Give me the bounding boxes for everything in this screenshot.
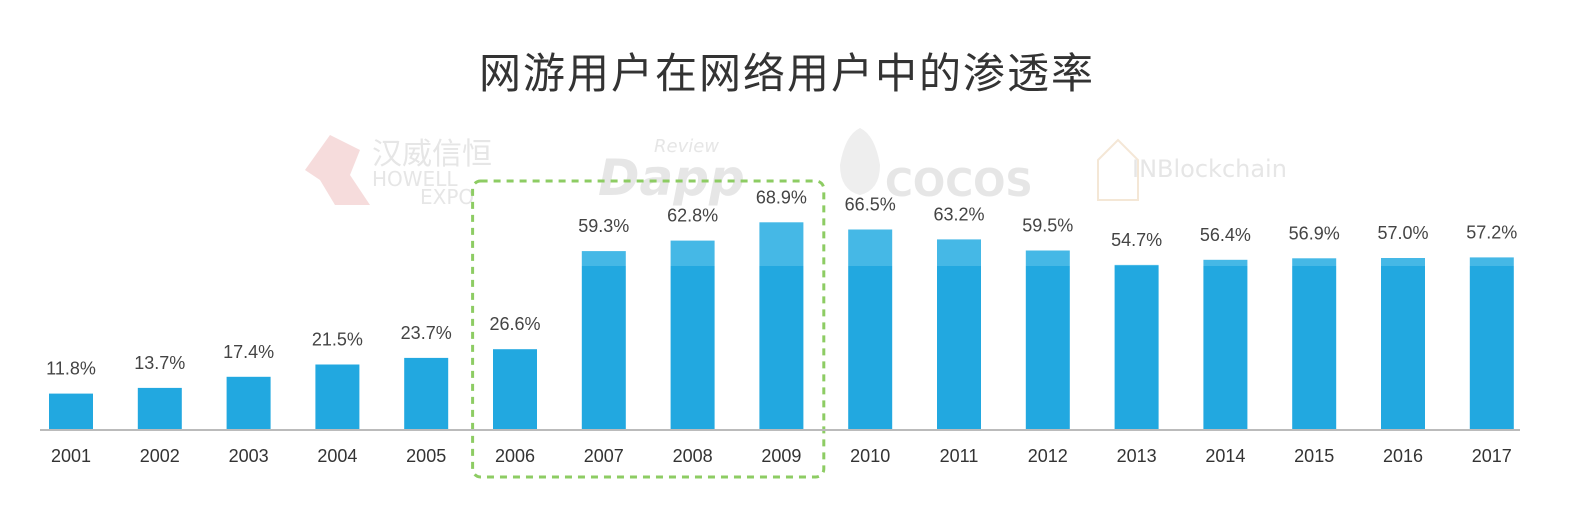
tick-label-2014: 2014 [1205, 446, 1245, 466]
bar-2004 [315, 364, 360, 429]
bar-body-segment [759, 266, 804, 429]
bar-2009 [759, 222, 804, 429]
value-label-2013: 54.7% [1111, 230, 1162, 250]
bar-body-segment [848, 266, 893, 429]
bar-body-segment [1469, 266, 1514, 429]
watermark-howell: 汉威信恒 HOWELL EXPO [305, 135, 492, 209]
bar-body-segment [493, 349, 537, 429]
tick-label-2015: 2015 [1294, 446, 1334, 466]
bar-top-segment [1292, 258, 1337, 266]
tick-label-2013: 2013 [1117, 446, 1157, 466]
bar-body-segment [937, 266, 981, 429]
bar-2013 [1114, 264, 1159, 429]
bar-body-segment [137, 387, 182, 429]
tick-label-2016: 2016 [1383, 446, 1423, 466]
tick-label-2002: 2002 [140, 446, 180, 466]
value-label-2009: 68.9% [756, 187, 807, 207]
chart-title: 网游用户在网络用户中的渗透率 [478, 49, 1095, 98]
value-label-2017: 57.2% [1466, 222, 1517, 242]
tick-label-2008: 2008 [673, 446, 713, 466]
tick-label-2011: 2011 [940, 446, 979, 466]
watermark-cocos: COCOS [885, 161, 1033, 205]
watermark-dapp-review: Review [654, 136, 719, 157]
bar-body-segment [1203, 266, 1248, 429]
tick-label-2012: 2012 [1028, 446, 1068, 466]
tick-label-2006: 2006 [495, 446, 535, 466]
highlight-box [471, 179, 826, 479]
bar-top-segment [1025, 250, 1070, 266]
tick-label-2003: 2003 [229, 446, 269, 466]
watermark-inblockchain: INBlockchain [1097, 138, 1287, 201]
bar-top-segment [937, 239, 981, 266]
bar-2017 [1469, 257, 1514, 429]
watermark-dapp: Dapp [598, 149, 745, 207]
inblockchain-logo-icon [1097, 138, 1139, 201]
value-label-2016: 57.0% [1377, 223, 1428, 243]
bar-top-segment [670, 240, 715, 266]
value-label-2008: 62.8% [667, 206, 718, 226]
value-label-2011: 63.2% [933, 204, 984, 224]
bar-2003 [226, 376, 271, 429]
value-label-2010: 66.5% [845, 195, 896, 215]
watermark-howell-en1: HOWELL [372, 167, 458, 191]
value-label-2014: 56.4% [1200, 225, 1251, 245]
bar-2002 [137, 387, 182, 429]
x-axis-tick-labels: 2001 2002 2003 2004 2005 2006 2007 2008 2009 2010… [51, 446, 1512, 466]
tick-label-2017: 2017 [1472, 446, 1512, 466]
bar-body-segment [404, 357, 449, 429]
value-label-2005: 23.7% [401, 323, 452, 343]
value-labels: 11.8% 13.7% 17.4% 21.5% 23.7% 26.6% 59.3% 62.8%… [46, 187, 1517, 378]
bar-2006 [493, 349, 537, 429]
bar-2010 [848, 229, 893, 429]
tick-label-2001: 2001 [51, 446, 91, 466]
value-label-2004: 21.5% [312, 330, 363, 350]
value-label-2006: 26.6% [489, 314, 540, 334]
value-label-2012: 59.5% [1022, 216, 1073, 236]
bar-body-segment [1381, 266, 1425, 429]
bar-top-segment [759, 222, 804, 266]
bar-top-segment [1203, 259, 1248, 266]
bar-body-segment [1025, 266, 1070, 429]
tick-label-2005: 2005 [406, 446, 446, 466]
bar-2001 [49, 393, 93, 429]
tick-label-2007: 2007 [584, 446, 624, 466]
bar-top-segment [1381, 258, 1425, 266]
bar-top-segment [581, 251, 626, 266]
bar-series [49, 222, 1514, 429]
bar-body-segment [315, 364, 360, 429]
value-label-2002: 13.7% [134, 353, 185, 373]
bar-2016 [1381, 258, 1425, 429]
value-label-2015: 56.9% [1289, 223, 1340, 243]
bar-body-segment [1292, 266, 1337, 429]
bar-2011 [937, 239, 981, 429]
value-label-2007: 59.3% [578, 216, 629, 236]
watermark-dapp: Review Dapp [598, 136, 745, 207]
tick-label-2004: 2004 [317, 446, 357, 466]
bar-body-segment [581, 266, 626, 429]
bar-2007 [581, 251, 626, 429]
value-label-2001: 11.8% [46, 359, 96, 379]
bar-body-segment [1114, 266, 1159, 429]
howell-logo-icon [305, 135, 370, 205]
bar-body-segment [49, 393, 93, 429]
bar-body-segment [670, 266, 715, 429]
watermark-inblockchain: INBlockchain [1132, 155, 1287, 183]
tick-label-2009: 2009 [761, 446, 801, 466]
watermark-cocos: COCOS [840, 128, 1033, 205]
watermark-howell-cn: 汉威信恒 [372, 137, 492, 172]
bar-2014 [1203, 259, 1248, 429]
bar-2015 [1292, 258, 1337, 429]
value-label-2003: 17.4% [223, 342, 274, 362]
bar-2005 [404, 357, 449, 429]
bar-2012 [1025, 250, 1070, 429]
watermark-howell-en2: EXPO [420, 185, 474, 209]
tick-label-2010: 2010 [850, 446, 890, 466]
bar-2008 [670, 240, 715, 429]
bar-body-segment [226, 376, 271, 429]
bar-top-segment [848, 229, 893, 266]
bar-top-segment [1114, 264, 1159, 266]
bar-top-segment [1469, 257, 1514, 266]
cocos-logo-icon [840, 128, 880, 195]
